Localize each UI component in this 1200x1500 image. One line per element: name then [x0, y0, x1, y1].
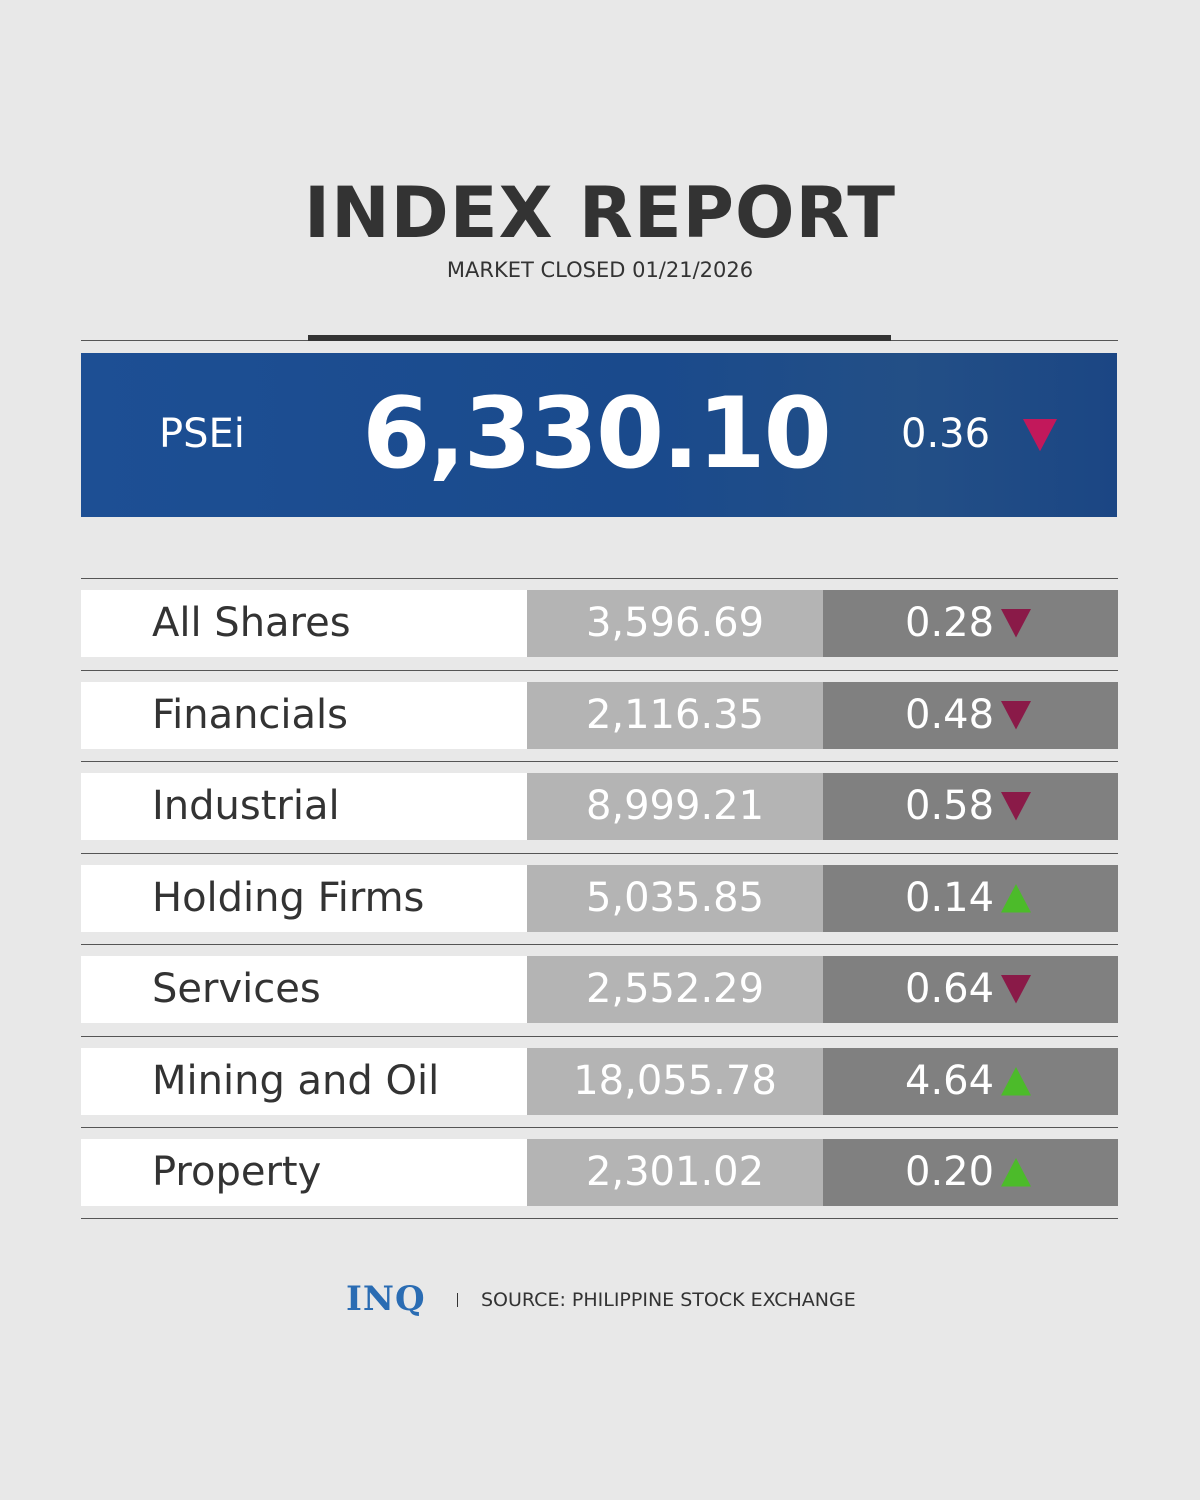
index-change-cell: 4.64 [823, 1047, 1118, 1115]
row-rule [81, 852, 1118, 854]
psei-banner: PSEi 6,330.10 0.36 [81, 353, 1117, 517]
trend-arrow [1001, 609, 1031, 638]
index-name: All Shares [81, 590, 527, 657]
psei-change: 0.36 [901, 411, 991, 457]
index-name: Mining and Oil [81, 1047, 527, 1115]
trend-arrow [1001, 700, 1031, 729]
top-bar [308, 335, 891, 341]
arrow-shape [1001, 975, 1031, 1004]
row-rule [81, 1218, 1118, 1219]
index-change: 4.64 [905, 1057, 995, 1104]
index-change-cell: 0.28 [823, 590, 1118, 657]
index-value: 3,596.69 [527, 590, 823, 657]
index-change: 0.58 [905, 783, 995, 829]
index-change-cell: 0.64 [823, 956, 1118, 1023]
row-rule [81, 944, 1118, 945]
index-change: 0.28 [905, 600, 995, 646]
title: INDEX REPORT [304, 172, 896, 254]
index-row: Industrial 8,999.21 0.58 [81, 773, 1118, 840]
row-rule [81, 578, 1118, 579]
arrow-shape [1001, 609, 1031, 638]
psei-value: 6,330.10 [362, 377, 832, 491]
index-change-cell: 0.20 [823, 1139, 1118, 1206]
index-value: 2,116.35 [527, 681, 823, 749]
index-value: 5,035.85 [527, 864, 823, 932]
arrow-shape [1001, 1066, 1031, 1095]
arrow-shape [1001, 700, 1031, 729]
index-name: Financials [81, 681, 527, 749]
index-row: Services 2,552.29 0.64 [81, 956, 1118, 1023]
arrow-shape [1001, 883, 1031, 912]
index-row: All Shares 3,596.69 0.28 [81, 590, 1118, 657]
row-rule [81, 669, 1118, 671]
row-rule [81, 761, 1118, 762]
index-value: 8,999.21 [527, 773, 823, 840]
index-row: Mining and Oil 18,055.78 4.64 [81, 1047, 1118, 1115]
trend-arrow [1001, 792, 1031, 821]
index-row: Property 2,301.02 0.20 [81, 1139, 1118, 1206]
index-value: 2,301.02 [527, 1139, 823, 1206]
index-row: Holding Firms 5,035.85 0.14 [81, 864, 1118, 932]
index-change-cell: 0.14 [823, 864, 1118, 932]
row-rule [81, 1127, 1118, 1128]
footer-divider [457, 1293, 458, 1307]
trend-arrow [1001, 1158, 1031, 1187]
psei-name: PSEi [159, 411, 245, 457]
index-name: Industrial [81, 773, 527, 840]
index-name: Property [81, 1139, 527, 1206]
index-change-cell: 0.48 [823, 681, 1118, 749]
arrow-shape [1001, 792, 1031, 821]
trend-arrow [1001, 975, 1031, 1004]
trend-arrow [1023, 419, 1057, 452]
index-row: Financials 2,116.35 0.48 [81, 681, 1118, 749]
index-change: 0.20 [905, 1149, 995, 1195]
arrow-shape [1001, 1158, 1031, 1187]
index-change: 0.48 [905, 691, 995, 738]
index-name: Services [81, 956, 527, 1023]
trend-arrow [1001, 883, 1031, 912]
index-change: 0.64 [905, 966, 995, 1012]
subtitle: MARKET CLOSED 01/21/2026 [446, 258, 754, 282]
arrow-shape [1023, 419, 1057, 452]
psei-arrow [1023, 419, 1057, 457]
source: SOURCE: PHILIPPINE STOCK EXCHANGE [481, 1289, 856, 1311]
index-value: 2,552.29 [527, 956, 823, 1023]
row-rule [81, 1035, 1118, 1037]
index-change: 0.14 [905, 874, 995, 921]
trend-arrow [1001, 1066, 1031, 1095]
index-value: 18,055.78 [527, 1047, 823, 1115]
index-name: Holding Firms [81, 864, 527, 932]
index-change-cell: 0.58 [823, 773, 1118, 840]
logo: INQ [346, 1279, 426, 1319]
